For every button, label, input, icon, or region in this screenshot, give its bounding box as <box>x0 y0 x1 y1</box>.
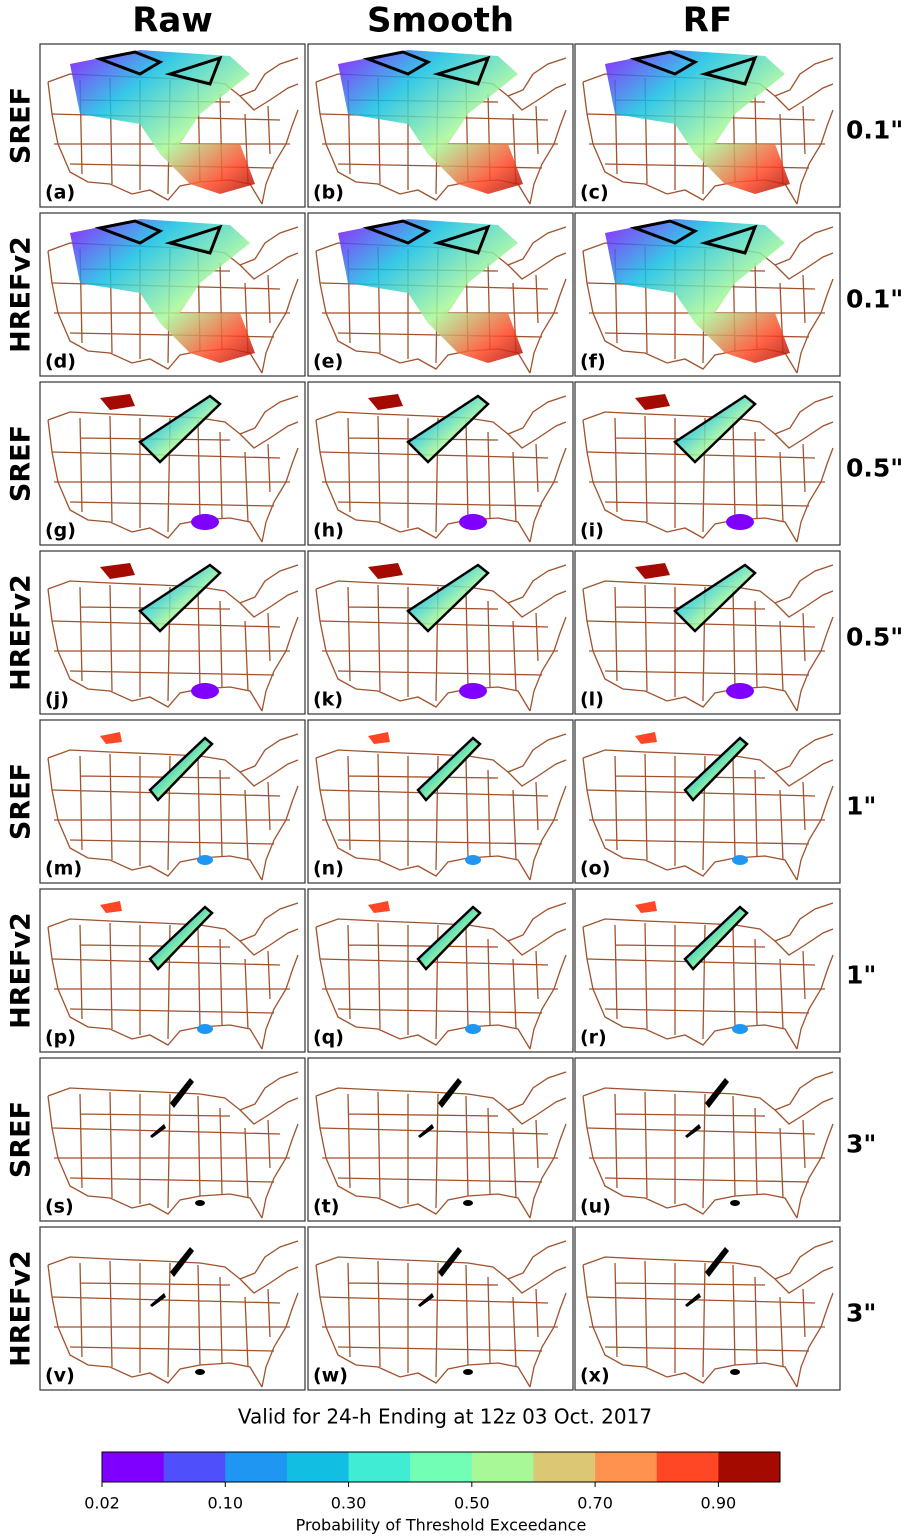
threshold-label: 0.1" <box>846 285 903 314</box>
colorbar-tick-label: 0.50 <box>454 1494 490 1513</box>
panel-frame <box>574 1226 841 1391</box>
panel-frame <box>39 381 306 546</box>
threshold-label: 1" <box>846 792 876 821</box>
panel-letter: (x) <box>580 1365 610 1387</box>
threshold-label: 0.5" <box>846 454 903 483</box>
panel-frame <box>574 719 841 884</box>
panel-frame <box>574 550 841 715</box>
panel-letter: (e) <box>313 351 343 373</box>
panel-letter: (o) <box>580 858 610 880</box>
panel-frame <box>307 550 574 715</box>
threshold-label: 0.1" <box>846 116 903 145</box>
colorbar-bin <box>471 1452 534 1482</box>
panel-letter: (i) <box>580 520 604 542</box>
panel-frame <box>307 888 574 1053</box>
panel-frame <box>307 1057 574 1222</box>
panel-letter: (k) <box>313 689 343 711</box>
colorbar-tick-label: 0.10 <box>207 1494 243 1513</box>
colorbar-bin <box>656 1452 719 1482</box>
panel-letter: (h) <box>313 520 344 542</box>
row-label: SREF <box>6 425 37 502</box>
panel-letter: (q) <box>313 1027 344 1049</box>
panel-letter: (p) <box>45 1027 76 1049</box>
colorbar-frame <box>101 1451 781 1483</box>
caption: Valid for 24-h Ending at 12z 03 Oct. 201… <box>238 1405 652 1429</box>
panel-frame <box>574 888 841 1053</box>
colorbar-bin <box>102 1452 165 1482</box>
column-title: RF <box>683 1 732 41</box>
colorbar-tick-label: 0.70 <box>577 1494 613 1513</box>
row-label: HREFv2 <box>6 236 37 353</box>
column-title: Raw <box>132 1 213 41</box>
panel-letter: (c) <box>580 182 609 204</box>
panel-frame <box>307 381 574 546</box>
panel-frame <box>39 550 306 715</box>
panel-frame <box>307 719 574 884</box>
panel-letter: (f) <box>580 351 606 373</box>
threshold-label: 1" <box>846 961 876 990</box>
colorbar-bin <box>595 1452 658 1482</box>
panel-frame <box>574 381 841 546</box>
panel-frame <box>39 1226 306 1391</box>
panel-letter: (l) <box>580 689 604 711</box>
colorbar-tick-label: 0.90 <box>701 1494 737 1513</box>
panel-letter: (u) <box>580 1196 611 1218</box>
panel-letter: (w) <box>313 1365 348 1387</box>
panel-letter: (d) <box>45 351 76 373</box>
panel-frame <box>39 888 306 1053</box>
colorbar-bin <box>410 1452 473 1482</box>
panel-letter: (m) <box>45 858 82 880</box>
threshold-label: 0.5" <box>846 623 903 652</box>
panel-letter: (t) <box>313 1196 339 1218</box>
row-label: HREFv2 <box>6 574 37 691</box>
panel-letter: (v) <box>45 1365 75 1387</box>
colorbar-tick-label: 0.02 <box>84 1494 120 1513</box>
panel-letter: (a) <box>45 182 75 204</box>
panel-letter: (b) <box>313 182 344 204</box>
panel-frame <box>39 1057 306 1222</box>
colorbar-bin <box>348 1452 411 1482</box>
colorbar-bin <box>163 1452 226 1482</box>
row-label: SREF <box>6 87 37 164</box>
colorbar-bin <box>718 1452 781 1482</box>
colorbar-bin <box>286 1452 350 1482</box>
column-title: Smooth <box>367 1 514 41</box>
colorbar-label: Probability of Threshold Exceedance <box>296 1516 587 1535</box>
panel-letter: (j) <box>45 689 69 711</box>
threshold-label: 3" <box>846 1299 876 1328</box>
panel-letter: (r) <box>580 1027 607 1049</box>
row-label: HREFv2 <box>6 912 37 1029</box>
panel-letter: (n) <box>313 858 344 880</box>
row-label: SREF <box>6 763 37 840</box>
panel-frame <box>574 1057 841 1222</box>
threshold-label: 3" <box>846 1130 876 1159</box>
colorbar-tick-label: 0.30 <box>331 1494 367 1513</box>
row-label: SREF <box>6 1101 37 1178</box>
panel-letter: (g) <box>45 520 76 542</box>
row-label: HREFv2 <box>6 1250 37 1367</box>
panel-letter: (s) <box>45 1196 74 1218</box>
colorbar-bin <box>533 1452 596 1482</box>
colorbar-bin <box>225 1452 288 1482</box>
